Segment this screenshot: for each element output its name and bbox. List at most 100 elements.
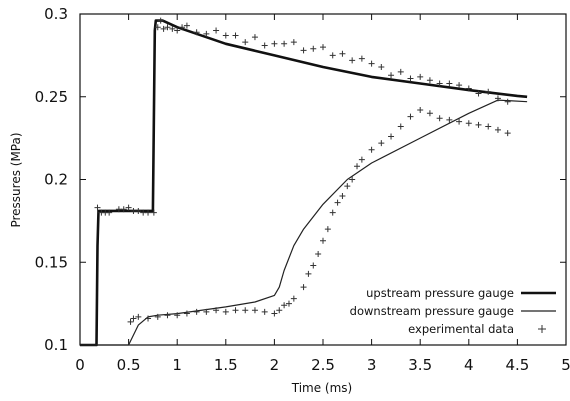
data-point	[436, 80, 443, 87]
data-point	[193, 29, 200, 36]
data-point	[310, 45, 317, 52]
data-point	[475, 121, 482, 128]
data-point	[407, 75, 414, 82]
data-point	[436, 115, 443, 122]
y-axis: 0.1 0.15 0.2 0.25 0.3	[35, 5, 566, 354]
data-point	[417, 73, 424, 80]
data-point	[320, 237, 326, 244]
data-point	[203, 308, 210, 315]
data-point	[494, 126, 501, 133]
data-point	[213, 307, 220, 314]
data-point	[174, 27, 181, 34]
data-point	[127, 318, 134, 325]
data-point	[417, 106, 424, 113]
data-point	[290, 295, 297, 302]
series-layer	[80, 17, 528, 347]
data-point	[349, 57, 356, 64]
data-point	[145, 209, 152, 216]
x-tick-label: 1	[172, 356, 182, 374]
data-point	[446, 116, 453, 123]
data-point	[426, 110, 433, 117]
data-point	[120, 206, 127, 213]
x-tick-label: 4	[464, 356, 474, 374]
data-point	[475, 90, 482, 97]
data-point	[407, 113, 414, 120]
series-upstream-line	[80, 19, 528, 347]
data-point	[456, 118, 463, 125]
data-point	[378, 63, 385, 70]
x-tick-label: 3.5	[408, 356, 432, 374]
data-point	[354, 163, 361, 170]
x-tick-label: 2	[270, 356, 280, 374]
x-tick-label: 1.5	[214, 356, 238, 374]
legend-label: upstream pressure gauge	[366, 286, 514, 300]
data-point	[300, 47, 307, 54]
data-point	[94, 204, 101, 211]
data-point	[125, 204, 132, 211]
data-point	[145, 315, 152, 322]
x-tick-label: 2.5	[311, 356, 335, 374]
x-axis-label: Time (ms)	[291, 381, 353, 395]
y-tick-label: 0.2	[44, 171, 68, 189]
data-point	[465, 85, 472, 92]
y-tick-label: 0.1	[44, 336, 68, 354]
y-tick-label: 0.3	[44, 5, 68, 23]
data-point	[106, 209, 113, 216]
data-point	[213, 27, 220, 34]
data-point	[305, 270, 312, 277]
data-point	[150, 209, 157, 216]
data-point	[135, 313, 142, 320]
data-point	[154, 313, 161, 320]
data-point	[446, 80, 453, 87]
data-point	[334, 199, 341, 206]
y-axis-label: Pressures (MPa)	[9, 132, 23, 227]
data-point	[368, 146, 375, 153]
x-tick-label: 0.5	[117, 356, 141, 374]
data-point	[368, 60, 375, 67]
x-tick-label: 0	[75, 356, 85, 374]
data-point	[281, 40, 288, 47]
data-point	[504, 98, 511, 105]
y-tick-label: 0.15	[35, 253, 68, 271]
data-point	[222, 32, 229, 39]
data-point	[276, 307, 283, 314]
data-point	[397, 68, 404, 75]
data-point	[203, 30, 210, 37]
data-point	[174, 312, 181, 319]
x-tick-label: 3	[367, 356, 377, 374]
data-point	[485, 88, 492, 95]
data-point	[388, 72, 395, 79]
legend-label: downstream pressure gauge	[350, 304, 514, 318]
data-point	[271, 40, 278, 47]
data-point	[320, 44, 326, 51]
data-point	[135, 207, 142, 214]
data-point	[281, 302, 288, 309]
data-point	[324, 226, 331, 233]
data-point	[251, 34, 258, 41]
data-point	[344, 183, 351, 190]
legend-swatch-plus	[538, 325, 546, 333]
data-point	[157, 17, 164, 24]
x-tick-label: 5	[561, 356, 570, 374]
data-point	[310, 262, 317, 269]
data-point	[271, 310, 278, 317]
data-point	[183, 310, 190, 317]
data-point	[426, 77, 433, 84]
data-point	[164, 24, 171, 31]
data-point	[164, 312, 171, 319]
data-point	[485, 123, 492, 130]
x-axis: 0 0.5 1 1.5 2 2.5 3 3.5 4 4.5 5	[75, 14, 570, 374]
data-point	[222, 308, 229, 315]
data-point	[339, 193, 346, 200]
data-point	[504, 130, 511, 137]
data-point	[358, 156, 365, 163]
data-point	[315, 250, 322, 257]
data-point	[456, 82, 463, 89]
data-point	[169, 25, 176, 32]
data-point	[251, 307, 258, 314]
y-tick-label: 0.25	[35, 88, 68, 106]
data-point	[130, 315, 137, 322]
data-point	[183, 22, 190, 29]
